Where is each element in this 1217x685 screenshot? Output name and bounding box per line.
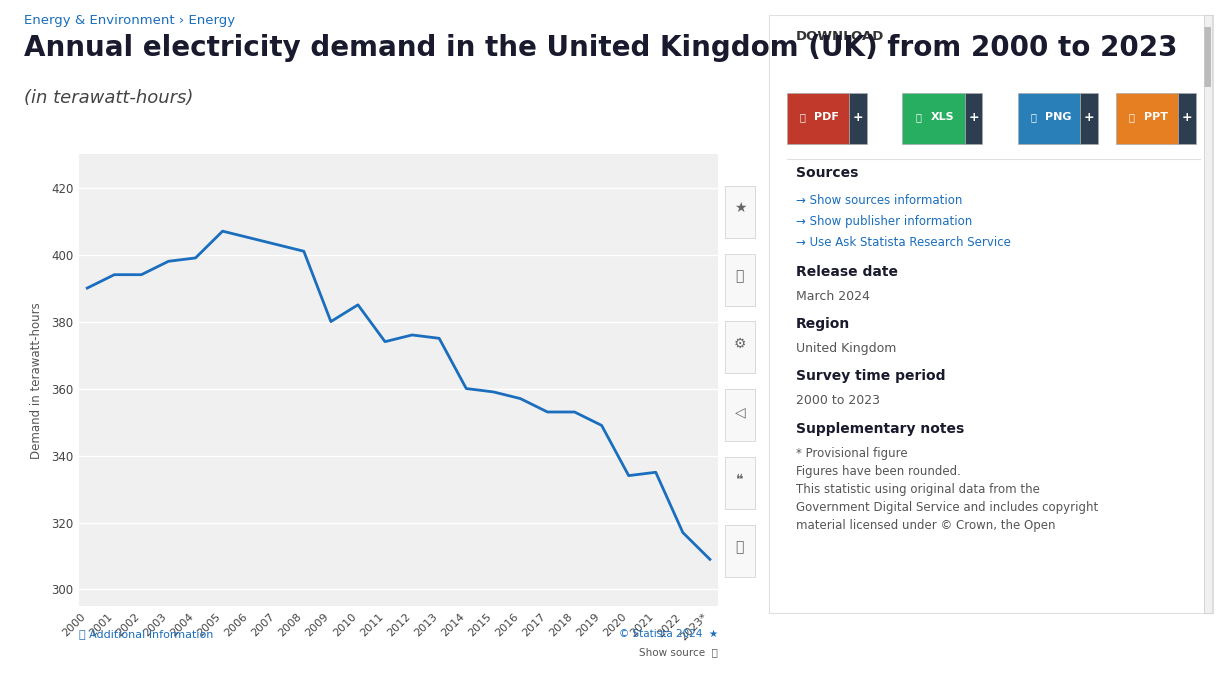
FancyBboxPatch shape (1017, 92, 1081, 144)
Text: 📄: 📄 (1031, 112, 1037, 122)
FancyBboxPatch shape (787, 92, 849, 144)
FancyBboxPatch shape (1178, 92, 1195, 144)
Text: material licensed under © Crown, the Open: material licensed under © Crown, the Ope… (796, 519, 1055, 532)
Text: 📄: 📄 (915, 112, 921, 122)
Text: 🔔: 🔔 (736, 269, 744, 283)
FancyBboxPatch shape (1205, 27, 1211, 87)
Text: Annual electricity demand in the United Kingdom (UK) from 2000 to 2023: Annual electricity demand in the United … (24, 34, 1178, 62)
Text: PNG: PNG (1044, 112, 1071, 122)
FancyBboxPatch shape (725, 321, 755, 373)
Text: DOWNLOAD: DOWNLOAD (796, 30, 885, 43)
Text: +: + (969, 111, 978, 124)
Text: March 2024: March 2024 (796, 290, 870, 303)
Text: ◁: ◁ (735, 405, 745, 419)
FancyBboxPatch shape (725, 186, 755, 238)
FancyBboxPatch shape (725, 389, 755, 441)
Text: Sources: Sources (796, 166, 858, 179)
Text: → Use Ask Statista Research Service: → Use Ask Statista Research Service (796, 236, 1010, 249)
Text: 📄: 📄 (800, 112, 806, 122)
Text: Region: Region (796, 317, 849, 331)
Text: (in terawatt-hours): (in terawatt-hours) (24, 89, 194, 107)
Text: ⬜: ⬜ (736, 540, 744, 554)
Text: Figures have been rounded.: Figures have been rounded. (796, 464, 960, 477)
Text: 📄: 📄 (1128, 112, 1134, 122)
Text: Show source  ⓘ: Show source ⓘ (639, 647, 718, 658)
Text: ⚙: ⚙ (734, 337, 746, 351)
FancyBboxPatch shape (965, 92, 982, 144)
FancyBboxPatch shape (1116, 92, 1178, 144)
Text: 2000 to 2023: 2000 to 2023 (796, 394, 880, 407)
Text: ★: ★ (734, 201, 746, 215)
Text: PDF: PDF (814, 112, 840, 122)
FancyBboxPatch shape (902, 92, 965, 144)
Text: This statistic using original data from the: This statistic using original data from … (796, 483, 1039, 496)
Text: PPT: PPT (1144, 112, 1167, 122)
Text: * Provisional figure: * Provisional figure (796, 447, 908, 460)
FancyBboxPatch shape (725, 457, 755, 509)
Text: © Statista 2024  ★: © Statista 2024 ★ (619, 629, 718, 639)
Y-axis label: Demand in terawatt-hours: Demand in terawatt-hours (30, 302, 43, 458)
Text: Survey time period: Survey time period (796, 369, 946, 383)
Text: +: + (1182, 111, 1193, 124)
Text: → Show publisher information: → Show publisher information (796, 215, 972, 228)
FancyBboxPatch shape (849, 92, 867, 144)
FancyBboxPatch shape (725, 525, 755, 577)
Text: Release date: Release date (796, 265, 898, 279)
Text: Supplementary notes: Supplementary notes (796, 422, 964, 436)
Text: Government Digital Service and includes copyright: Government Digital Service and includes … (796, 501, 1098, 514)
Text: +: + (1084, 111, 1094, 124)
Text: United Kingdom: United Kingdom (796, 342, 896, 356)
Text: ❝: ❝ (736, 473, 744, 486)
Text: Energy & Environment › Energy: Energy & Environment › Energy (24, 14, 235, 27)
Text: → Show sources information: → Show sources information (796, 195, 963, 208)
FancyBboxPatch shape (725, 253, 755, 306)
Text: XLS: XLS (931, 112, 954, 122)
Text: +: + (853, 111, 863, 124)
Text: ⓘ Additional Information: ⓘ Additional Information (79, 629, 213, 639)
FancyBboxPatch shape (1081, 92, 1098, 144)
